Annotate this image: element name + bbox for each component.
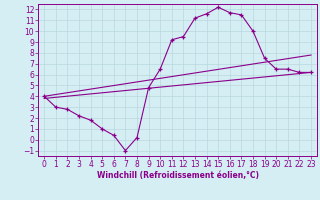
X-axis label: Windchill (Refroidissement éolien,°C): Windchill (Refroidissement éolien,°C)	[97, 171, 259, 180]
